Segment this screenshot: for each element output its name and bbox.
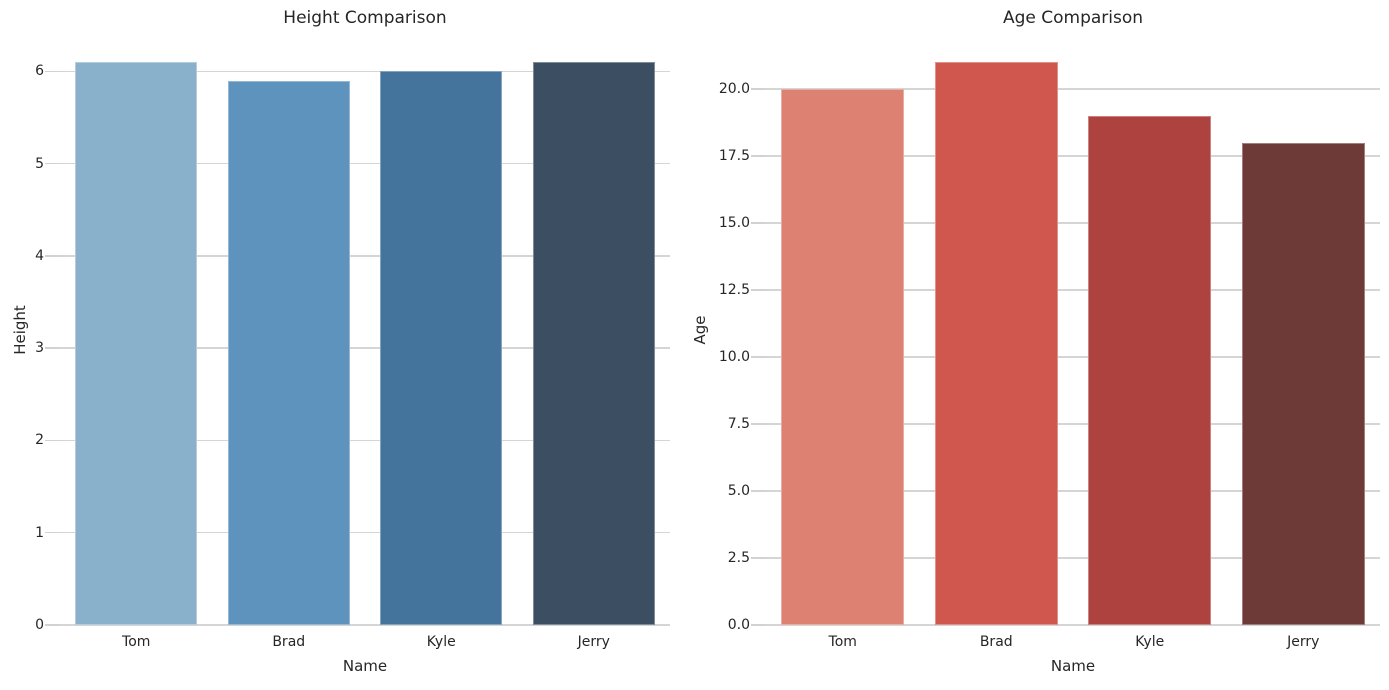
gridline <box>766 222 1380 224</box>
y-tick-mark <box>45 439 60 442</box>
chart-title: Height Comparison <box>283 8 447 28</box>
chart-title: Age Comparison <box>1002 8 1144 28</box>
x-category-label: Kyle <box>1135 634 1165 650</box>
gridline <box>766 88 1380 90</box>
bar-tom <box>781 88 905 625</box>
gridline <box>766 557 1380 559</box>
bar-brad <box>227 80 350 625</box>
gridline <box>766 356 1380 358</box>
bar-kyle <box>1088 115 1212 625</box>
x-axis-label: Name <box>342 657 388 675</box>
y-tick-mark <box>751 423 766 425</box>
x-category-label: Jerry <box>577 634 610 650</box>
y-axis-label: Age <box>691 314 709 345</box>
x-category-label: Brad <box>979 634 1013 650</box>
bar-tom <box>75 62 198 625</box>
y-tick-label: 3 <box>35 340 44 357</box>
y-tick-label: 2.5 <box>727 549 750 566</box>
gridline <box>60 70 670 73</box>
y-tick-mark <box>45 255 60 257</box>
y-tick-label: 20.0 <box>718 80 750 97</box>
y-tick-mark <box>45 347 60 349</box>
bar-brad <box>934 62 1058 625</box>
y-tick-mark <box>45 162 60 165</box>
y-tick-mark <box>751 490 766 492</box>
y-tick-label: 0 <box>35 617 44 633</box>
bar-kyle <box>380 71 503 625</box>
y-tick-mark <box>751 155 766 157</box>
y-tick-label: 17.5 <box>718 147 750 164</box>
x-category-label: Jerry <box>1287 634 1320 650</box>
plot-area: 0 1 2 3 4 5 6 Tom Brad Kyle Jerry <box>35 34 670 650</box>
gridline <box>766 624 1380 626</box>
gridline <box>766 490 1380 492</box>
gridline <box>60 162 670 165</box>
gridline <box>60 624 670 626</box>
y-tick-mark <box>751 222 766 224</box>
bar-jerry <box>1241 142 1365 625</box>
gridline <box>60 532 670 534</box>
x-category-label: Brad <box>272 634 306 650</box>
y-tick-label: 10.0 <box>718 348 750 365</box>
y-tick-mark <box>751 356 766 358</box>
y-tick-mark <box>751 624 766 626</box>
gridline <box>766 155 1380 157</box>
gridline <box>60 347 670 349</box>
y-tick-label: 2 <box>35 432 44 449</box>
bar-jerry <box>532 62 655 625</box>
x-category-label: Kyle <box>426 634 456 650</box>
y-tick-mark <box>45 624 60 626</box>
y-tick-label: 15.0 <box>718 214 750 231</box>
x-axis-label: Name <box>1050 657 1096 675</box>
y-tick-label: 5 <box>35 155 44 172</box>
y-tick-mark <box>751 557 766 559</box>
gridline <box>766 289 1380 291</box>
y-tick-label: 5.0 <box>727 482 750 499</box>
gridline <box>766 423 1380 425</box>
y-tick-label: 4 <box>35 247 44 264</box>
plot-area: 0.0 2.5 5.0 7.5 10.0 12.5 15.0 17.5 20.0 Tom Brad K… <box>719 34 1380 650</box>
gridline <box>60 439 670 442</box>
y-tick-mark <box>45 532 60 534</box>
y-tick-mark <box>751 88 766 90</box>
y-tick-label: 7.5 <box>727 415 750 432</box>
y-tick-mark <box>751 289 766 291</box>
gridline <box>60 255 670 257</box>
x-category-label: Tom <box>122 634 151 650</box>
y-tick-label: 12.5 <box>718 281 750 298</box>
y-tick-label: 0.0 <box>727 617 750 633</box>
y-tick-mark <box>45 70 60 73</box>
y-tick-label: 1 <box>35 524 44 541</box>
x-category-label: Tom <box>828 634 857 650</box>
y-tick-label: 6 <box>35 63 44 80</box>
